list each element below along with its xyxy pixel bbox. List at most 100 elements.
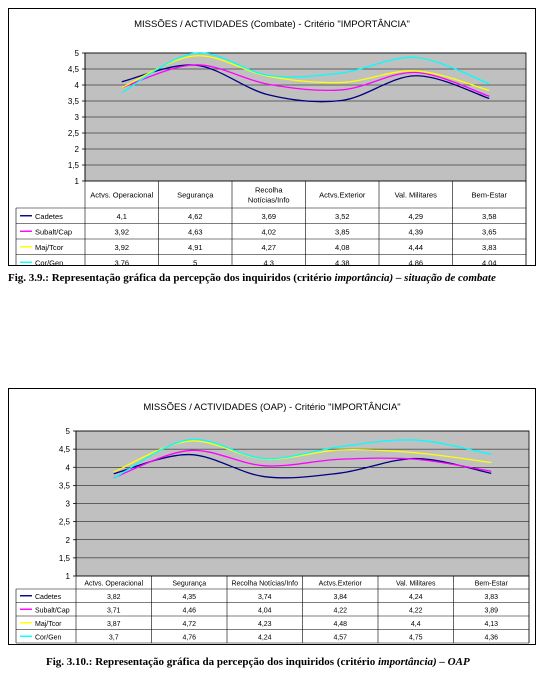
data-label: 4,72 [182, 621, 196, 628]
y-tick-label: 1,5 [59, 554, 71, 563]
chart-title: MISSÕES / ACTIVIDADES (Combate) - Critér… [134, 19, 410, 30]
data-label: 4,22 [333, 607, 347, 614]
data-label: 3,7 [109, 634, 119, 641]
data-label: 4,13 [484, 621, 498, 628]
data-label: 3,87 [107, 621, 121, 628]
data-label: 4,1 [117, 212, 127, 221]
data-label: 4,57 [333, 634, 347, 641]
caption-emphasis: importância [378, 656, 434, 668]
x-tick-label: Bem-Estar [472, 191, 508, 200]
combat-chart-plot: 1 1,5 2 2,5 3 3,5 4 4,5 5 Actvs. Operacional Segur… [15, 49, 527, 265]
y-tick-label: 4 [66, 463, 71, 472]
y-tick-label: 2,5 [59, 518, 71, 527]
x-tick-label: Actvs.Exterior [319, 581, 363, 588]
data-label: 3,92 [114, 227, 129, 236]
data-label: 3,65 [482, 227, 497, 236]
y-tick-label: 4 [75, 81, 80, 90]
data-label: 3,71 [107, 607, 121, 614]
legend-label: Cor/Gen [35, 634, 62, 641]
figure-caption: Fig. 3.9.: Representação gráfica da perc… [8, 272, 496, 284]
data-label: 4,35 [182, 594, 196, 601]
legend-label: Cor/Gen [35, 258, 63, 265]
data-label: 4,75 [409, 634, 423, 641]
y-tick-label: 5 [66, 427, 71, 436]
legend-label: Subalt/Cap [35, 227, 72, 236]
data-label: 4,4 [411, 621, 421, 628]
legend-label: Cadetes [35, 594, 62, 601]
data-label: 3,74 [258, 594, 272, 601]
y-tick-label: 2 [66, 536, 71, 545]
y-tick-label: 5 [75, 49, 80, 58]
combat-chart: MISSÕES / ACTIVIDADES (Combate) - Critér… [8, 8, 536, 266]
y-tick-label: 2,5 [68, 129, 80, 138]
data-label: 4,36 [484, 634, 498, 641]
caption-text: Fig. 3.9.: Representação gráfica da perc… [8, 272, 335, 284]
data-label: 3,92 [114, 243, 129, 252]
y-tick-label: 1 [75, 177, 80, 186]
data-label: 4,29 [408, 212, 423, 221]
series-line [113, 453, 492, 479]
data-label: 4,62 [188, 212, 203, 221]
data-label: 4,38 [335, 258, 350, 265]
y-tick-label: 4,5 [59, 445, 71, 454]
y-tick-label: 3 [66, 500, 71, 509]
data-label: 3,84 [333, 594, 347, 601]
x-tick-label: Segurança [172, 581, 206, 588]
y-tick-label: 4,5 [68, 65, 80, 74]
data-label: 3,85 [335, 227, 350, 236]
x-tick-label: Recolha Notícias/Info [231, 581, 298, 588]
x-tick-label: Actvs. Operacional [90, 191, 153, 200]
series-line [121, 55, 490, 92]
data-label: 3,83 [484, 594, 498, 601]
data-label: 4,23 [258, 621, 272, 628]
data-label: 4,24 [409, 594, 423, 601]
caption-text-end: ) – situação de combate [389, 272, 496, 284]
legend-label: Maj/Tcor [35, 243, 64, 252]
x-tick-label: Recolha [255, 186, 283, 195]
chart-title: MISSÕES / ACTIVIDADES (OAP) - Critério "… [143, 402, 401, 413]
series-line [113, 438, 492, 479]
legend-label: Cadetes [35, 212, 63, 221]
data-label: 4,44 [408, 243, 423, 252]
data-label: 3,89 [484, 607, 498, 614]
x-tick-label: Val. Militares [396, 581, 436, 588]
x-tick-label: Actvs.Exterior [319, 191, 366, 200]
data-label: 3,76 [114, 258, 129, 265]
data-label: 4,3 [264, 258, 274, 265]
y-tick-label: 3 [75, 113, 80, 122]
data-label: 4,39 [408, 227, 423, 236]
y-tick-label: 1,5 [68, 161, 80, 170]
data-label: 4,48 [333, 621, 347, 628]
data-label: 4,76 [182, 634, 196, 641]
x-tick-label: Actvs. Operacional [84, 581, 143, 588]
y-tick-label: 1 [66, 572, 71, 581]
data-label: 3,69 [261, 212, 276, 221]
data-label: 3,58 [482, 212, 497, 221]
caption-text: Fig. 3.10.: Representação gráfica da per… [46, 656, 378, 668]
series-line [113, 449, 492, 479]
series-line [121, 64, 490, 97]
data-label: 4,08 [335, 243, 350, 252]
y-tick-label: 2 [75, 145, 80, 154]
series-line [121, 52, 490, 94]
data-label: 5 [193, 258, 197, 265]
data-label: 4,04 [482, 258, 497, 265]
data-label: 3,82 [107, 594, 121, 601]
data-label: 4,27 [261, 243, 276, 252]
data-label: 4,04 [258, 607, 272, 614]
oap-chart-plot: 1 1,5 2 2,5 3 3,5 4 4,5 5 Actvs. Operacional Segur… [15, 427, 530, 644]
y-tick-label: 3,5 [59, 481, 71, 490]
caption-emphasis: importância [334, 272, 390, 284]
x-tick-label: Notícias/Info [248, 196, 290, 205]
data-label: 4,22 [409, 607, 423, 614]
data-label: 4,63 [188, 227, 203, 236]
legend-label: Subalt/Cap [35, 607, 70, 614]
x-tick-label: Val. Militares [395, 191, 438, 200]
figure-caption: Fig. 3.10.: Representação gráfica da per… [46, 656, 470, 668]
data-label: 4,02 [261, 227, 276, 236]
y-tick-label: 3,5 [68, 97, 80, 106]
data-label: 4,86 [408, 258, 423, 265]
data-label: 3,83 [482, 243, 497, 252]
data-label: 4,24 [258, 634, 272, 641]
caption-text-end: ) – OAP [433, 656, 470, 668]
